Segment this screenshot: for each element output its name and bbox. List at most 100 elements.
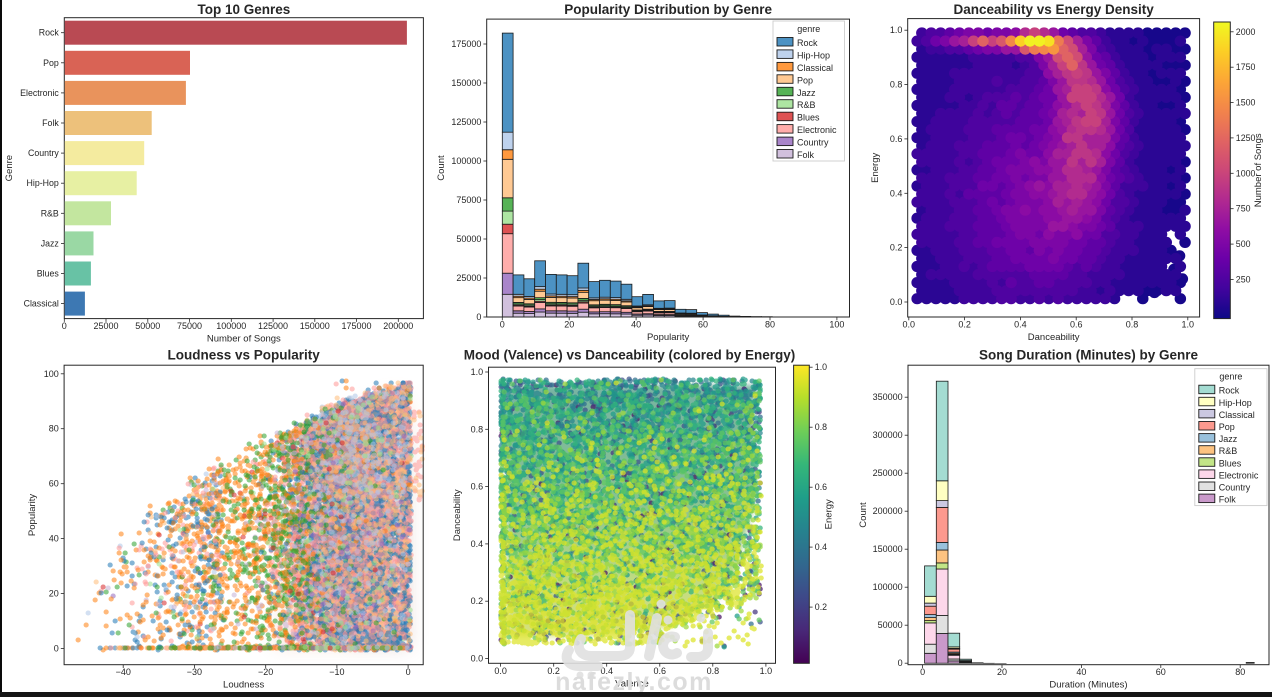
svg-text:Jazz: Jazz <box>797 88 816 98</box>
svg-text:Jazz: Jazz <box>1219 434 1238 444</box>
svg-text:20: 20 <box>997 667 1007 677</box>
svg-text:Blues: Blues <box>797 113 820 123</box>
svg-text:60: 60 <box>1156 667 1166 677</box>
svg-text:genre: genre <box>1219 372 1242 382</box>
svg-text:nafezly.com: nafezly.com <box>555 668 713 696</box>
svg-text:Rock: Rock <box>1219 386 1240 396</box>
svg-text:25000: 25000 <box>456 273 481 283</box>
svg-text:100: 100 <box>829 320 844 330</box>
svg-text:175000: 175000 <box>342 321 372 331</box>
svg-text:1.0: 1.0 <box>1182 320 1195 330</box>
svg-text:Jazz: Jazz <box>41 238 59 248</box>
svg-text:0.2: 0.2 <box>547 666 560 676</box>
svg-text:0: 0 <box>476 312 481 322</box>
svg-text:80: 80 <box>49 424 59 434</box>
svg-text:Energy: Energy <box>824 499 835 529</box>
svg-text:0: 0 <box>898 658 903 668</box>
svg-text:0.6: 0.6 <box>654 666 667 676</box>
svg-text:0.2: 0.2 <box>471 596 484 606</box>
svg-text:Country: Country <box>797 138 829 148</box>
svg-text:Folk: Folk <box>1219 495 1237 505</box>
svg-text:Pop: Pop <box>43 58 59 68</box>
svg-text:25000: 25000 <box>94 321 119 331</box>
svg-text:Top 10 Genres: Top 10 Genres <box>197 2 290 17</box>
svg-text:1.0: 1.0 <box>815 362 827 372</box>
svg-text:Electronic: Electronic <box>797 125 837 135</box>
svg-text:Classical: Classical <box>1219 410 1255 420</box>
svg-text:R&B: R&B <box>797 100 816 110</box>
svg-text:0: 0 <box>54 644 59 654</box>
svg-text:genre: genre <box>797 24 820 34</box>
svg-text:Number of Songs: Number of Songs <box>1253 133 1264 207</box>
svg-text:Valence: Valence <box>615 678 649 689</box>
svg-text:Blues: Blues <box>1219 458 1242 468</box>
svg-text:0.6: 0.6 <box>890 134 903 144</box>
svg-text:Electronic: Electronic <box>20 88 59 98</box>
svg-text:80: 80 <box>765 320 775 330</box>
svg-text:60: 60 <box>49 479 59 489</box>
svg-text:200000: 200000 <box>873 506 903 516</box>
svg-text:750: 750 <box>1236 204 1251 214</box>
svg-text:Hip-Hop: Hip-Hop <box>797 50 830 60</box>
svg-text:Classical: Classical <box>24 299 59 309</box>
svg-text:1000: 1000 <box>1236 168 1256 178</box>
svg-text:Pop: Pop <box>797 75 813 85</box>
svg-text:0.2: 0.2 <box>958 320 971 330</box>
svg-text:250: 250 <box>1236 274 1251 284</box>
svg-text:350000: 350000 <box>873 392 903 402</box>
svg-text:Electronic: Electronic <box>1219 470 1259 480</box>
svg-text:0.4: 0.4 <box>600 666 613 676</box>
svg-text:2000: 2000 <box>1236 27 1256 37</box>
svg-text:Mood (Valence) vs Danceability: Mood (Valence) vs Danceability (colored … <box>464 348 796 363</box>
svg-text:Hip-Hop: Hip-Hop <box>1219 398 1252 408</box>
svg-text:Loudness: Loudness <box>223 680 264 691</box>
svg-text:0: 0 <box>62 321 67 331</box>
svg-text:Country: Country <box>28 148 59 158</box>
svg-text:Count: Count <box>436 155 447 181</box>
svg-text:0.8: 0.8 <box>471 424 484 434</box>
svg-text:−10: −10 <box>329 667 344 677</box>
svg-text:0.8: 0.8 <box>890 80 903 90</box>
svg-text:Blues: Blues <box>37 268 60 278</box>
svg-text:R&B: R&B <box>41 208 59 218</box>
svg-text:20: 20 <box>49 589 59 599</box>
svg-text:150000: 150000 <box>873 544 903 554</box>
svg-text:75000: 75000 <box>456 195 481 205</box>
svg-text:1750: 1750 <box>1236 62 1256 72</box>
svg-text:0: 0 <box>500 320 505 330</box>
svg-text:60: 60 <box>698 320 708 330</box>
svg-text:200000: 200000 <box>383 321 413 331</box>
svg-text:0.0: 0.0 <box>471 654 484 664</box>
svg-text:100: 100 <box>44 369 59 379</box>
svg-text:0.4: 0.4 <box>815 542 827 552</box>
svg-text:50000: 50000 <box>878 620 903 630</box>
svg-text:0.2: 0.2 <box>890 243 903 253</box>
svg-text:0.0: 0.0 <box>494 666 507 676</box>
svg-text:1.0: 1.0 <box>760 666 773 676</box>
svg-text:Rock: Rock <box>797 38 818 48</box>
svg-text:Danceability: Danceability <box>452 489 463 541</box>
svg-text:Genre: Genre <box>4 155 15 181</box>
svg-text:100000: 100000 <box>873 582 903 592</box>
svg-text:0.8: 0.8 <box>707 666 720 676</box>
svg-text:0.8: 0.8 <box>815 422 827 432</box>
svg-text:250000: 250000 <box>873 468 903 478</box>
svg-text:0.0: 0.0 <box>890 297 903 307</box>
svg-text:0: 0 <box>920 667 925 677</box>
svg-text:0.6: 0.6 <box>1070 320 1083 330</box>
svg-text:Loudness vs Popularity: Loudness vs Popularity <box>168 348 321 363</box>
svg-text:−40: −40 <box>116 667 131 677</box>
svg-text:Popularity Distribution by Gen: Popularity Distribution by Genre <box>564 2 772 17</box>
svg-text:Danceability vs Energy Density: Danceability vs Energy Density <box>953 2 1154 17</box>
svg-text:80: 80 <box>1235 667 1245 677</box>
svg-text:40: 40 <box>1076 667 1086 677</box>
svg-text:R&B: R&B <box>1219 446 1238 456</box>
svg-text:100000: 100000 <box>216 321 246 331</box>
svg-text:0.8: 0.8 <box>1126 320 1139 330</box>
svg-text:1250: 1250 <box>1236 133 1256 143</box>
svg-text:125000: 125000 <box>451 117 481 127</box>
svg-text:50000: 50000 <box>456 234 481 244</box>
svg-text:Folk: Folk <box>797 150 815 160</box>
svg-text:Count: Count <box>858 502 869 528</box>
svg-text:Duration (Minutes): Duration (Minutes) <box>1049 680 1127 691</box>
